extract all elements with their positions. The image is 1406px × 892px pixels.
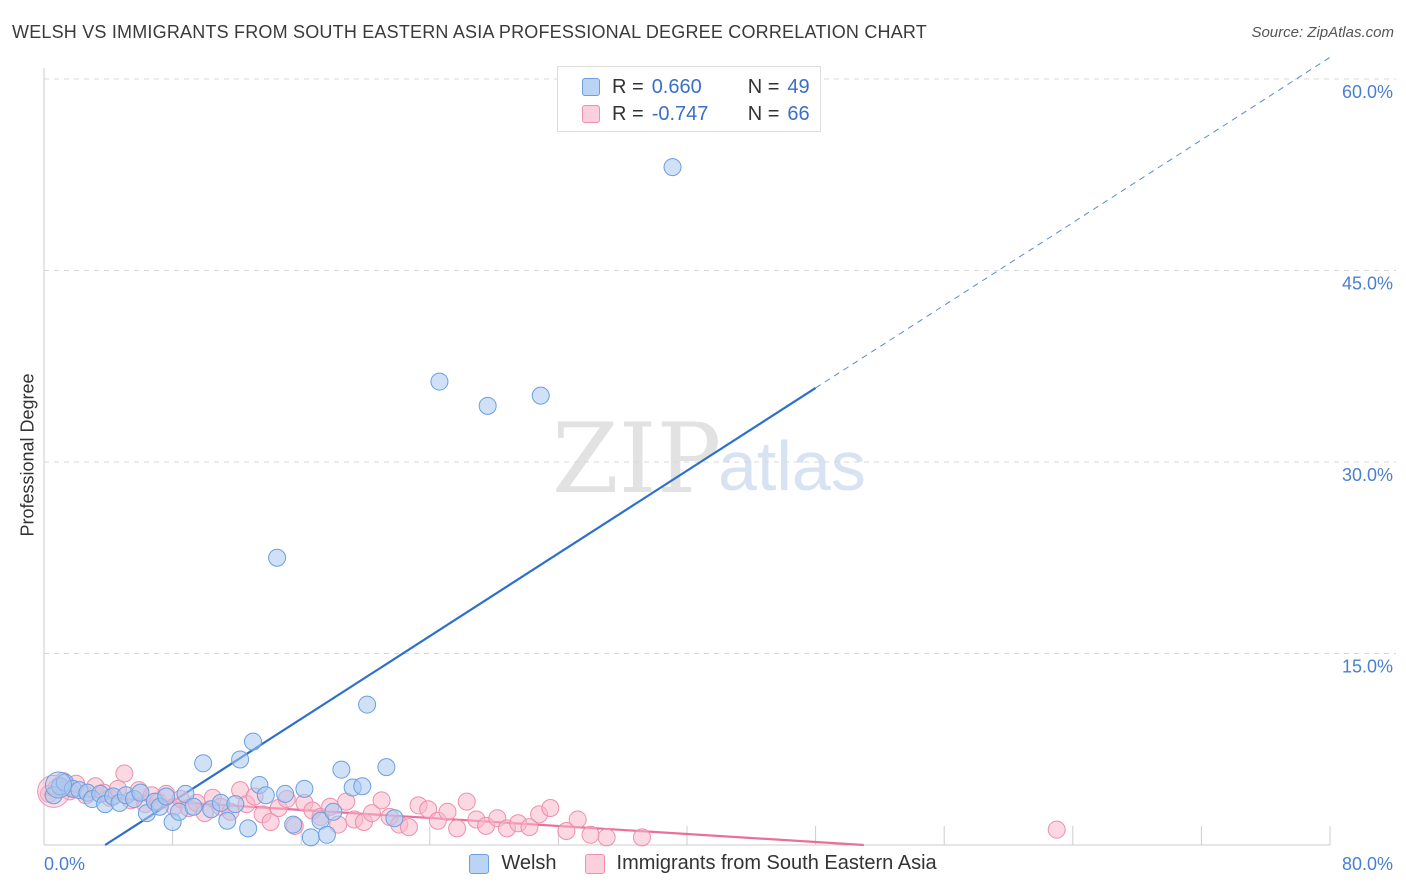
welsh-cluster-point: [44, 771, 72, 799]
welsh-points: [44, 158, 682, 847]
immigrants-point-29: [261, 813, 280, 832]
welsh-point-27: [231, 750, 250, 769]
welsh-point-47: [478, 396, 497, 415]
immigrants-r-value: -0.747: [651, 102, 709, 125]
x-tick-label-0: 0.0%: [44, 854, 85, 874]
welsh-point-36: [301, 828, 320, 847]
immigrants-swatch: [582, 105, 600, 123]
series-legend-welsh[interactable]: Welsh: [469, 852, 557, 875]
immigrants-point-51: [457, 792, 476, 811]
data-points: [37, 158, 1066, 847]
immigrants-point-63: [597, 828, 616, 847]
immigrants-point-50: [448, 819, 467, 838]
immigrants-point-41: [362, 804, 381, 823]
welsh-n-value: 49: [787, 75, 810, 98]
welsh-trend-line: [104, 387, 817, 846]
legend-n-label: N =: [747, 75, 780, 98]
y-tick-label-3: 60.0%: [1342, 82, 1393, 102]
immigrants-point-64: [632, 828, 651, 847]
welsh-point-38: [317, 825, 336, 844]
legend-r-label: R =: [612, 75, 644, 98]
welsh-r-value: 0.660: [651, 75, 702, 98]
y-tick-label-1: 30.0%: [1342, 465, 1393, 485]
welsh-point-39: [324, 802, 343, 821]
welsh-point-22: [194, 754, 213, 773]
welsh-point-28: [239, 819, 258, 838]
welsh-point-44: [377, 758, 396, 777]
welsh-point-29: [243, 732, 262, 751]
immigrants-legend-swatch: [584, 853, 605, 874]
welsh-point-33: [276, 784, 295, 803]
welsh-point-20: [176, 784, 195, 803]
welsh-point-42: [353, 777, 372, 796]
welsh-point-34: [284, 815, 303, 834]
immigrants-point-47: [419, 800, 438, 819]
welsh-point-49: [663, 158, 682, 177]
welsh-point-31: [256, 786, 275, 805]
welsh-point-48: [531, 386, 550, 405]
immigrants-point-45: [399, 818, 418, 837]
source-credit: Source: ZipAtlas.com: [1251, 24, 1394, 41]
welsh-point-25: [218, 811, 237, 830]
immigrants-point-10: [115, 764, 134, 783]
welsh-point-35: [295, 779, 314, 798]
immigrants-point-49: [438, 802, 457, 821]
welsh-point-43: [358, 695, 377, 714]
tick-labels: 15.0% 30.0% 45.0% 60.0% 0.0% 80.0%: [44, 82, 1393, 874]
y-tick-label-2: 45.0%: [1342, 274, 1393, 294]
watermark-zip: ZIP: [552, 403, 721, 515]
legend-n-label: N =: [747, 102, 780, 125]
immigrants-n-value: 66: [787, 102, 810, 125]
axes: [43, 68, 1330, 846]
welsh-legend-swatch: [469, 853, 490, 874]
legend-r-label: R =: [612, 102, 644, 125]
welsh-swatch: [582, 78, 600, 96]
welsh-point-45: [385, 809, 404, 828]
y-tick-label-0: 15.0%: [1342, 657, 1393, 677]
welsh-point-17: [157, 787, 176, 806]
x-tick-label-1: 80.0%: [1342, 854, 1393, 874]
welsh-point-46: [430, 372, 449, 391]
watermark-atlas: atlas: [718, 427, 866, 505]
legend-row-welsh: R = 0.660 N = 49: [582, 74, 810, 100]
correlation-legend: R = 0.660 N = 49 R = -0.747 N = 66: [557, 66, 821, 132]
immigrants-point-42: [372, 791, 391, 810]
welsh-point-13: [131, 783, 150, 802]
immigrants-point-65: [1047, 820, 1066, 839]
welsh-point-21: [184, 797, 203, 816]
immigrants-point-60: [557, 821, 576, 840]
immigrants-point-62: [581, 825, 600, 844]
immigrants-point-59: [541, 798, 560, 817]
welsh-point-32: [268, 548, 287, 567]
series-legend-immigrants[interactable]: Immigrants from South Eastern Asia: [584, 852, 937, 875]
immigrants-point-57: [520, 818, 539, 837]
immigrants-legend-label: Immigrants from South Eastern Asia: [616, 852, 937, 874]
welsh-trend-extension: [815, 56, 1331, 389]
welsh-legend-label: Welsh: [501, 852, 557, 874]
welsh-point-26: [226, 795, 245, 814]
series-legend: Welsh Immigrants from South Eastern Asia: [0, 852, 1406, 875]
welsh-point-40: [332, 760, 351, 779]
legend-row-immigrants: R = -0.747 N = 66: [582, 101, 810, 127]
immigrants-point-61: [568, 810, 587, 829]
watermark: ZIP atlas: [552, 403, 866, 515]
chart-title: WELSH VS IMMIGRANTS FROM SOUTH EASTERN A…: [12, 22, 928, 42]
